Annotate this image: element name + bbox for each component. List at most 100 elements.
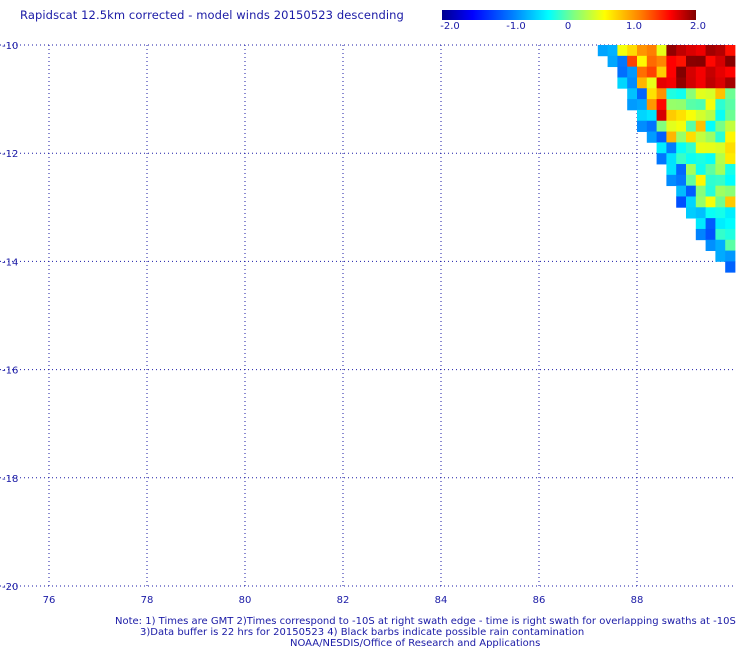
y-tick-label: -16 [2, 366, 18, 377]
swath-cell [715, 228, 726, 241]
swath-cell [705, 164, 716, 176]
swath-cell [705, 185, 716, 197]
swath-cell [646, 131, 657, 143]
swath-cell [656, 88, 667, 100]
swath-cell [695, 109, 706, 122]
swath-cell [627, 88, 638, 100]
swath-cell [686, 88, 697, 100]
footer-note-line-2: 3)Data buffer is 22 hrs for 20150523 4) … [140, 627, 585, 638]
swath-cell [656, 99, 667, 111]
swath-cell [597, 45, 608, 57]
swath-cell [617, 66, 628, 78]
colorbar-tick-label: -2.0 [440, 21, 460, 32]
swath-cell [617, 77, 628, 89]
swath-cell [715, 120, 726, 132]
swath-cell [695, 218, 706, 230]
swath-cell [656, 131, 667, 143]
swath-cell [627, 55, 638, 68]
swath-cell [695, 66, 706, 78]
swath-cell [646, 66, 657, 78]
swath-cell [666, 77, 677, 89]
swath-cell [725, 120, 736, 132]
swath-cell [705, 153, 716, 165]
swath-cell [676, 174, 687, 187]
swath-cell [725, 250, 736, 262]
swath-cell [666, 164, 677, 176]
swath-cell [705, 174, 716, 187]
swath-cell [617, 55, 628, 68]
swath-cell [715, 88, 726, 100]
swath-cell [656, 45, 667, 57]
swath-cell [676, 142, 687, 154]
swath-cell [715, 131, 726, 143]
swath-cell [686, 99, 697, 111]
swath-cell [686, 45, 697, 57]
swath-cell [725, 228, 736, 241]
swath-cell [705, 55, 716, 68]
y-tick-label: -10 [2, 41, 18, 52]
swath-cell [695, 174, 706, 187]
swath-cell [666, 109, 677, 122]
swath-cell [715, 55, 726, 68]
swath-cell [725, 261, 736, 273]
x-tick-label: 82 [337, 595, 350, 606]
swath-cell [686, 196, 697, 208]
swath-cell [695, 131, 706, 143]
swath-cell [646, 120, 657, 132]
swath-cell [725, 55, 736, 68]
swath-cell [676, 55, 687, 68]
swath-cell [676, 77, 687, 89]
colorbar-tick-label: 1.0 [626, 21, 642, 32]
swath-cell [607, 55, 618, 68]
swath-cell [725, 174, 736, 187]
colorbar [442, 10, 696, 20]
swath-cell [676, 45, 687, 57]
swath-cell [705, 66, 716, 78]
swath-cell [695, 196, 706, 208]
swath-cell [705, 88, 716, 100]
swath-cell [705, 218, 716, 230]
swath-cell [705, 120, 716, 132]
swath-cell [686, 207, 697, 219]
swath-cell [676, 120, 687, 132]
swath-cell [617, 45, 628, 57]
axis-labels: 76 78 80 82 84 86 88 -10 -12 -14 -16 -18 -20 [2, 41, 643, 606]
swath-cell [627, 66, 638, 78]
swath-cell [637, 55, 648, 68]
swath-cell [715, 99, 726, 111]
swath-cell [695, 77, 706, 89]
swath-cell [695, 164, 706, 176]
swath-cell [656, 142, 667, 154]
swath-cell [695, 99, 706, 111]
swath-cell [666, 142, 677, 154]
swath-cell [637, 120, 648, 132]
swath-cell [725, 77, 736, 89]
swath-cell [676, 109, 687, 122]
footer-note-line-1: Note: 1) Times are GMT 2)Times correspon… [115, 616, 736, 627]
x-tick-label: 84 [435, 595, 448, 606]
swath-cell [715, 239, 726, 251]
swath-cell [705, 99, 716, 111]
swath-cell [646, 55, 657, 68]
swath-cell [637, 45, 648, 57]
colorbar-tick-label: 2.0 [690, 21, 706, 32]
swath-cell [725, 99, 736, 111]
swath-cell [666, 45, 677, 57]
swath-cell [725, 109, 736, 122]
swath-cell [676, 66, 687, 78]
swath-cell [705, 45, 716, 57]
colorbar-tick-label: -1.0 [506, 21, 526, 32]
swath-cell [637, 109, 648, 122]
swath-cell [656, 77, 667, 89]
swath-cell [705, 142, 716, 154]
swath-cell [686, 185, 697, 197]
swath-cell [705, 131, 716, 143]
swath-cell [666, 99, 677, 111]
swath-cell [676, 88, 687, 100]
swath-cell [715, 174, 726, 187]
swath-cell [637, 99, 648, 111]
footer-credit: NOAA/NESDIS/Office of Research and Appli… [290, 638, 541, 649]
swath-cell [725, 131, 736, 143]
swath-cell [686, 131, 697, 143]
swath-cell [666, 66, 677, 78]
